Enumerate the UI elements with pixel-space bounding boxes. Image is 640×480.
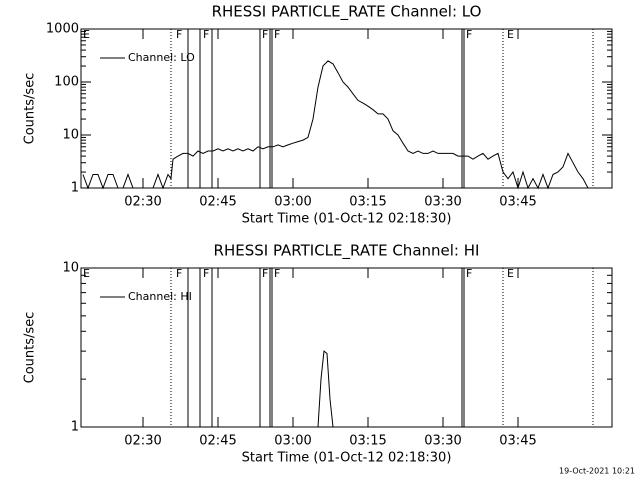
- flag-label: F: [203, 28, 209, 41]
- y-tick-label: 10: [62, 261, 79, 276]
- y-axis-label: Counts/sec: [23, 312, 38, 384]
- x-tick-label: 03:00: [274, 434, 311, 449]
- x-axis-label: Start Time (01-Oct-12 02:18:30): [242, 451, 452, 466]
- y-axis-label: Counts/sec: [23, 73, 38, 145]
- flag-label: F: [176, 28, 182, 41]
- flag-label: E: [83, 267, 90, 280]
- x-axis-label: Start Time (01-Oct-12 02:18:30): [242, 212, 452, 227]
- x-tick-label: 03:45: [499, 195, 536, 210]
- x-tick-label: 03:30: [424, 434, 461, 449]
- flag-label: F: [176, 267, 182, 280]
- flag-label: F: [262, 267, 268, 280]
- data-line: [82, 60, 593, 190]
- flag-label: F: [274, 267, 280, 280]
- flag-label: E: [507, 267, 514, 280]
- chart-title: RHESSI PARTICLE_RATE Channel: HI: [214, 242, 480, 261]
- footer: 19-Oct-2021 10:21: [559, 467, 635, 476]
- x-tick-label: 02:30: [124, 195, 161, 210]
- legend-label: Channel: LO: [128, 51, 195, 64]
- x-tick-label: 03:15: [349, 195, 386, 210]
- flag-label: F: [466, 267, 472, 280]
- x-tick-label: 02:45: [199, 434, 236, 449]
- x-tick-label: 03:30: [424, 195, 461, 210]
- flag-label: F: [262, 28, 268, 41]
- y-tick-label: 1: [71, 181, 79, 196]
- x-tick-label: 03:00: [274, 195, 311, 210]
- flag-label: E: [83, 28, 90, 41]
- plot-frame: [80, 28, 613, 189]
- flag-label: E: [507, 28, 514, 41]
- flag-label: F: [466, 28, 472, 41]
- x-tick-label: 02:30: [124, 434, 161, 449]
- legend-label: Channel: HI: [128, 290, 192, 303]
- y-tick-label: 10: [62, 128, 79, 143]
- chart-title: RHESSI PARTICLE_RATE Channel: LO: [212, 3, 482, 22]
- data-line: [83, 350, 593, 428]
- y-tick-label: 1000: [46, 22, 79, 37]
- flag-label: F: [203, 267, 209, 280]
- y-tick-label: 1: [71, 420, 79, 435]
- flag-label: F: [274, 28, 280, 41]
- x-tick-label: 03:15: [349, 434, 386, 449]
- x-tick-label: 03:45: [499, 434, 536, 449]
- x-tick-label: 02:45: [199, 195, 236, 210]
- y-tick-label: 100: [54, 75, 79, 90]
